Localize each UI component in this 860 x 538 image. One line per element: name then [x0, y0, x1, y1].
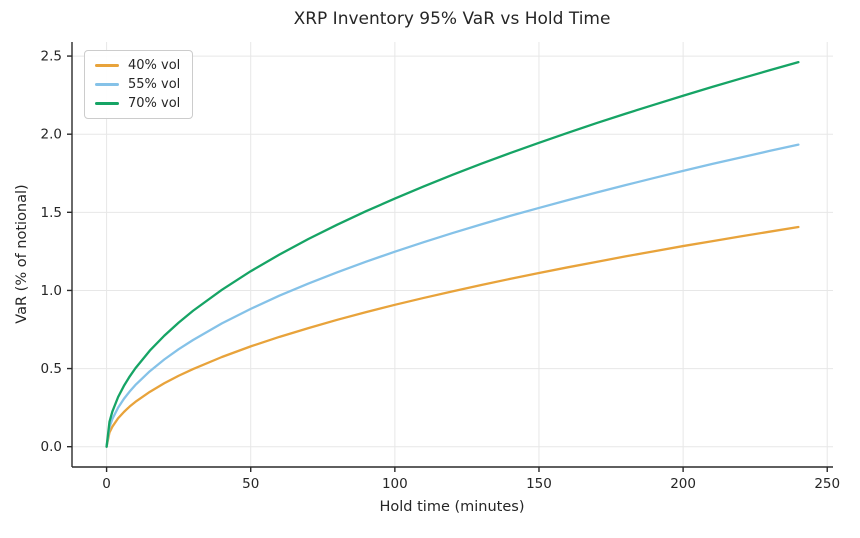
x-tick-label: 0: [102, 476, 111, 492]
legend-item: 55% vol: [95, 78, 180, 91]
x-tick-label: 100: [382, 476, 408, 492]
x-axis-label: Hold time (minutes): [379, 499, 525, 515]
y-tick-label: 1.5: [41, 205, 62, 221]
legend-label: 55% vol: [128, 77, 181, 92]
y-tick-label: 1.0: [41, 283, 62, 299]
series-line-40-vol: [105, 225, 800, 448]
legend: 40% vol 55% vol 70% vol: [84, 50, 194, 119]
x-tick-label: 50: [242, 476, 259, 492]
y-axis-label: VaR (% of notional): [14, 184, 30, 324]
legend-item: 70% vol: [95, 97, 180, 110]
legend-swatch: [95, 64, 119, 67]
legend-swatch: [95, 102, 119, 105]
legend-label: 40% vol: [128, 58, 181, 73]
x-tick-label: 200: [670, 476, 696, 492]
y-tick-label: 2.5: [41, 49, 62, 65]
legend-label: 70% vol: [128, 96, 181, 111]
chart-title: XRP Inventory 95% VaR vs Hold Time: [293, 9, 611, 29]
x-tick-label: 250: [814, 476, 840, 492]
series-line-55-vol: [105, 143, 800, 448]
series-line-70-vol: [105, 61, 800, 448]
y-tick-label: 2.0: [41, 127, 62, 143]
legend-swatch: [95, 83, 119, 86]
x-tick-label: 150: [526, 476, 552, 492]
y-tick-label: 0.5: [41, 361, 62, 377]
legend-item: 40% vol: [95, 59, 180, 72]
y-tick-label: 0.0: [41, 439, 62, 455]
